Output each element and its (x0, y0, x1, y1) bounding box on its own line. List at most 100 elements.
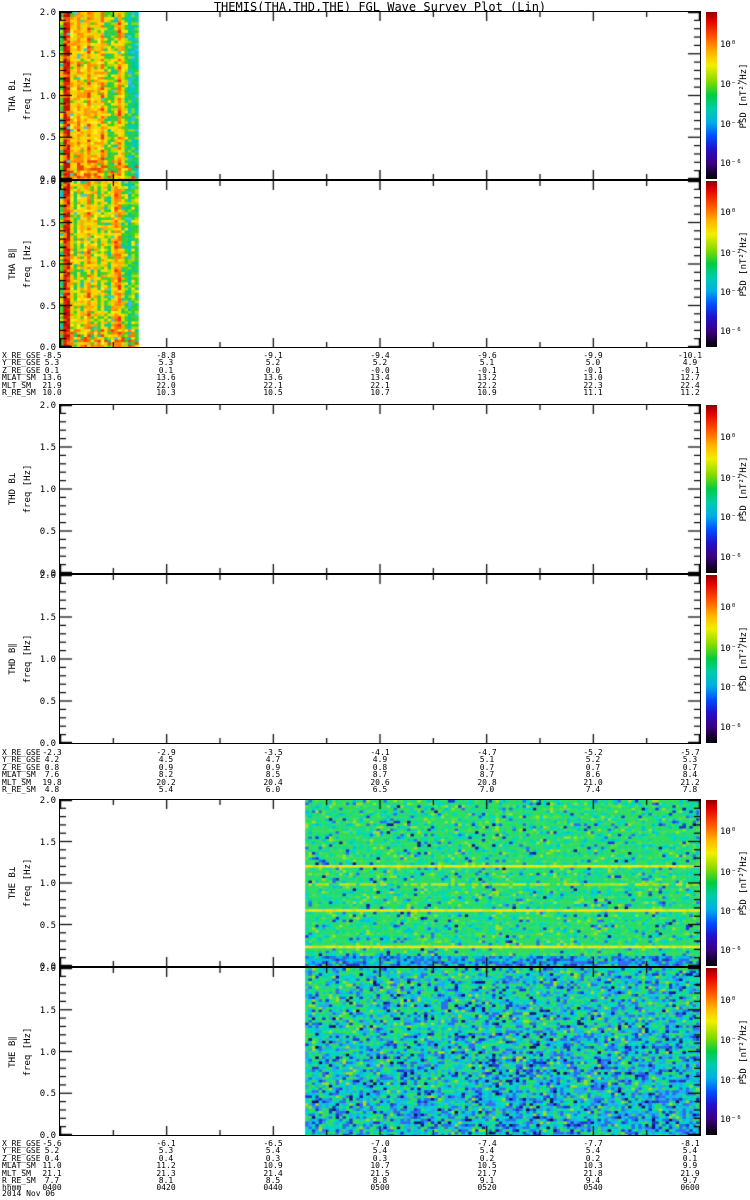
ephemeris-row-label-mlt_sm: MLT_SM (2, 380, 31, 390)
ephemeris-value: -7.0 (370, 1139, 390, 1148)
ephemeris-value: 7.4 (585, 785, 601, 794)
ephemeris-value: 5.4 (682, 1146, 698, 1156)
ephemeris-value: 8.7 (479, 770, 495, 780)
ephemeris-value: 22.0 (156, 380, 176, 390)
ephemeris-value: 5.0 (585, 358, 601, 368)
ephemeris-value: 4.5 (158, 755, 174, 765)
colorbar-tick-label: 10⁻⁴ (720, 683, 742, 694)
colorbar-unit-label-the-bperp: PSD [nT²/Hz] (739, 850, 749, 916)
colorbar-tick-label: 10⁰ (720, 432, 737, 443)
colorbar-tick-label: 10⁻⁶ (720, 1114, 742, 1125)
ephemeris-value: 0.9 (265, 762, 281, 772)
ephemeris-value: 10.9 (477, 388, 497, 397)
ephemeris-value: 21.9 (42, 380, 62, 390)
freq-tick-label: 0.0 (39, 1131, 56, 1141)
ephemeris-value: 21.1 (42, 1168, 62, 1178)
colorbar-tick-label: 10⁻² (720, 643, 742, 654)
freq-tick-label: 1.0 (39, 879, 56, 889)
tha-bpar-spectrogram (60, 181, 700, 347)
ephemeris-value: 4.9 (372, 755, 388, 765)
ephemeris-value: 5.4 (158, 785, 174, 794)
ephemeris-value: -3.5 (263, 748, 283, 757)
freq-tick-label: 2.0 (39, 8, 56, 18)
ephemeris-value: -4.7 (477, 748, 497, 757)
ephemeris-row-label-y_re_gse: Y_RE_GSE (2, 755, 41, 765)
ephemeris-value: -4.1 (370, 748, 390, 757)
ephemeris-value: 5.1 (479, 358, 495, 368)
ephemeris-value: 22.2 (477, 380, 497, 390)
colorbar-unit-label-tha-bperp: PSD [nT²/Hz] (739, 62, 749, 129)
ephemeris-value: 13.2 (477, 373, 497, 383)
ephemeris-value: -0.0 (370, 365, 390, 375)
ephemeris-value: 0.3 (265, 1153, 281, 1163)
ephemeris-row-label-mlt_sm: MLT_SM (2, 777, 31, 787)
ephemeris-value: 0.4 (44, 1153, 60, 1163)
ephemeris-value: 22.4 (680, 380, 700, 390)
ephemeris-value: 8.8 (372, 1176, 388, 1185)
colorbar-tick-label: 10⁻² (720, 1036, 742, 1047)
freq-tick-label: 1.0 (39, 485, 56, 495)
the-bpar-spectrogram (60, 968, 700, 1135)
date-label: 2014 Nov 06 (2, 1189, 55, 1198)
ephemeris-value: 5.2 (372, 358, 388, 368)
ephemeris-value: 10.7 (370, 1161, 390, 1171)
ephemeris-value: 20.8 (477, 777, 497, 787)
freq-tick-label: 1.5 (39, 443, 56, 453)
colorbar-tick-label: 10⁰ (720, 602, 737, 613)
freq-tick-label: 0.5 (39, 920, 56, 931)
ephemeris-value: -9.9 (583, 351, 603, 360)
freq-tick-label: 0.0 (39, 962, 56, 972)
freq-tick-label: 2.0 (39, 964, 56, 974)
ephemeris-value: 20.6 (370, 777, 390, 787)
ephemeris-value: 10.5 (477, 1161, 497, 1171)
ephemeris-value: 0.0 (265, 365, 281, 375)
instrument-label-the-bperp: THE B⊥ (8, 866, 18, 900)
instrument-label-thd-bpar: THD B∥ (8, 643, 18, 675)
ephemeris-value: 9.7 (682, 1176, 698, 1185)
colorbar-tick-label: 10⁻⁶ (720, 552, 742, 563)
freq-tick-label: 0.0 (39, 739, 56, 749)
ephemeris-value: -5.6 (42, 1139, 62, 1148)
ephemeris-value: 0.1 (44, 365, 60, 375)
ephemeris-value: 11.1 (583, 388, 603, 397)
ephemeris-row-label-y_re_gse: Y_RE_GSE (2, 358, 41, 368)
freq-tick-label: 2.0 (39, 177, 56, 187)
ephemeris-value: 11.0 (42, 1161, 62, 1171)
ephemeris-value: 7.0 (479, 785, 495, 794)
ephemeris-value: 13.4 (370, 373, 390, 383)
ephemeris-row-label-mlat_sm: MLAT_SM (2, 373, 36, 383)
ephemeris-value: 21.8 (583, 1168, 603, 1178)
ephemeris-value: 21.9 (680, 1168, 700, 1178)
ephemeris-value: 5.4 (372, 1146, 388, 1156)
ephemeris-value: -6.1 (156, 1139, 176, 1148)
ephemeris-value: 10.9 (263, 1161, 283, 1171)
ephemeris-row-label-x_re_gse: X_RE_GSE (2, 351, 41, 360)
ephemeris-value: 5.1 (479, 755, 495, 765)
colorbar-unit-label-thd-bperp: PSD [nT²/Hz] (739, 456, 749, 522)
colorbar-unit-label-thd-bpar: PSD [nT²/Hz] (739, 626, 749, 692)
ephemeris-value: -5.7 (680, 748, 700, 757)
ephemeris-value: 10.3 (156, 388, 176, 397)
ephemeris-value: 13.6 (263, 373, 283, 383)
ephemeris-value: 22.3 (583, 380, 603, 390)
ephemeris-row-label-r_re_sm: R_RE_SM (2, 785, 36, 794)
ephemeris-value: 4.2 (44, 755, 60, 765)
ephemeris-value: 7.7 (44, 1176, 60, 1185)
colorbar-tick-label: 10⁻⁶ (720, 327, 742, 338)
ephemeris-value: 5.4 (265, 1146, 281, 1156)
ephemeris-value: 0.4 (158, 1153, 174, 1163)
ephemeris-value: 10.5 (263, 388, 283, 397)
colorbar-tick-label: 10⁻⁶ (720, 722, 742, 733)
ephemeris-value: 21.2 (680, 777, 700, 787)
freq-tick-label: 1.5 (39, 1005, 56, 1016)
freq-tick-label: 1.0 (39, 91, 56, 102)
ephemeris-value: 9.9 (682, 1161, 698, 1171)
colorbar-tick-label: 10⁻⁴ (720, 288, 742, 299)
ephemeris-row-label-z_re_gse: Z_RE_GSE (2, 762, 41, 772)
ephemeris-value: 8.5 (265, 1176, 281, 1185)
ephemeris-row-label-x_re_gse: X_RE_GSE (2, 1139, 41, 1148)
freq-tick-label: 0.0 (39, 569, 56, 579)
time-tick-label: 0540 (583, 1183, 603, 1193)
ephemeris-value: 22.1 (370, 380, 390, 390)
ephemeris-value: 0.1 (158, 365, 174, 375)
